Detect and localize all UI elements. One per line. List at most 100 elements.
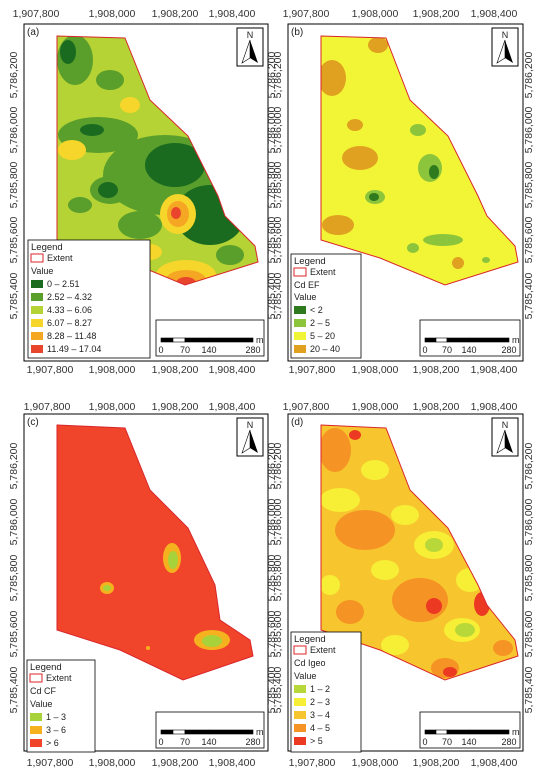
y-tick-left: 5,786,200 [272,51,284,98]
panel-a: (a) 1,907,800 1,908,000 1,908,200 1,908,… [8,8,278,376]
y-tick-right: 5,785,600 [523,610,535,657]
scale-unit: m [512,335,520,345]
x-tick-bottom: 1,907,800 [289,757,336,769]
legend-swatch [294,345,306,353]
legend-subtitle: Cd EF [294,280,320,290]
x-tick-bottom: 1,908,000 [352,364,399,376]
y-tick-right: 5,786,000 [266,106,278,153]
x-tick-bottom: 1,908,400 [209,364,256,376]
scale-bar: m 0 70 140 280 [155,711,265,749]
x-tick-bottom: 1,907,800 [289,364,336,376]
x-tick-top: 1,908,000 [352,401,399,413]
y-tick-left: 5,785,600 [8,610,20,657]
y-tick-right: 5,786,000 [523,106,535,153]
legend: Legend Extent Cd Igeo Value 1 – 2 2 – 3 … [290,631,362,753]
scale-tick-label: 280 [501,345,516,355]
north-label: N [502,420,509,430]
value-label: Value [294,671,316,681]
legend-swatch [30,713,42,721]
x-tick-top: 1,908,400 [471,401,518,413]
scale-tick-label: 0 [158,737,163,747]
value-label: Value [294,292,316,302]
scale-tick-label: 0 [422,737,427,747]
scale-tick-label: 70 [442,345,452,355]
scale-tick-label: 280 [501,737,516,747]
scale-tick-label: 70 [442,737,452,747]
x-tick-bottom: 1,908,000 [352,757,399,769]
x-tick-top: 1,908,000 [89,401,136,413]
scale-tick-label: 280 [245,737,260,747]
north-arrow: N [491,417,519,457]
scale-tick-label: 140 [201,345,216,355]
scale-bar: m 0 70 140 280 [419,319,521,357]
scale-tick-label: 70 [180,345,190,355]
legend-title: Legend [294,256,326,267]
y-tick-right: 5,785,800 [523,161,535,208]
x-tick-top: 1,908,200 [413,8,460,20]
x-tick-bottom: 1,908,000 [89,757,136,769]
value-label: Value [31,266,53,276]
legend-class-label: < 2 [310,305,323,315]
x-tick-bottom: 1,908,000 [89,364,136,376]
y-tick-right: 5,785,400 [266,272,278,319]
y-tick-left: 5,786,200 [272,442,284,489]
north-label: N [502,30,509,40]
legend-title: Legend [294,634,326,645]
y-tick-left: 5,785,800 [272,554,284,601]
x-tick-top: 1,908,400 [209,401,256,413]
legend-swatch [30,739,42,747]
legend-class-label: 1 – 2 [310,684,330,694]
y-tick-right: 5,785,400 [523,666,535,713]
x-tick-top: 1,908,200 [152,8,199,20]
legend-swatch [31,319,43,327]
y-tick-left: 5,786,000 [272,106,284,153]
y-tick-left: 5,785,800 [8,161,20,208]
x-tick-top: 1,908,200 [152,401,199,413]
y-tick-right: 5,785,400 [266,666,278,713]
x-tick-bottom: 1,908,400 [209,757,256,769]
legend-class-label: 20 – 40 [310,344,340,354]
y-tick-left: 5,785,800 [272,161,284,208]
x-tick-top: 1,908,400 [209,8,256,20]
north-arrow: N [236,417,264,457]
study-area-outline [320,424,519,681]
north-arrow: N [491,27,519,67]
y-tick-right: 5,786,000 [266,498,278,545]
scale-bar: m 0 70 140 280 [419,711,521,749]
legend-swatch [31,345,43,353]
legend-swatch [294,698,306,706]
north-arrow: N [236,27,264,67]
value-label: Value [30,699,52,709]
legend-class-label: > 5 [310,736,323,746]
legend-class-label: 1 – 3 [46,712,66,722]
x-tick-bottom: 1,907,800 [27,757,74,769]
y-tick-right: 5,785,800 [266,161,278,208]
legend: Legend Extent Cd CF Value 1 – 3 3 – 6 > … [26,659,96,753]
x-tick-top: 1,907,800 [283,401,330,413]
scale-tick-label: 140 [201,737,216,747]
x-tick-bottom: 1,908,200 [152,364,199,376]
extent-swatch [29,673,43,683]
y-tick-left: 5,785,600 [272,216,284,263]
y-tick-left: 5,786,200 [8,442,20,489]
legend-class-label: 3 – 4 [310,710,330,720]
panel-label: (d) [291,417,303,428]
y-tick-left: 5,786,000 [272,498,284,545]
legend-swatch [294,306,306,314]
legend-class-label: 3 – 6 [46,725,66,735]
north-label: N [247,420,254,430]
extent-swatch [30,253,44,263]
panel-b: (b) 1,907,800 1,908,000 1,908,200 1,908,… [272,8,535,376]
legend-swatch [30,726,42,734]
study-area-outline [320,35,519,286]
y-tick-right: 5,786,200 [266,442,278,489]
legend-class-label: 6.07 – 8.27 [47,318,92,328]
scale-unit: m [512,727,520,737]
x-tick-bottom: 1,908,400 [471,757,518,769]
legend-class-label: 4.33 – 6.06 [47,305,92,315]
legend-swatch [294,319,306,327]
y-tick-left: 5,785,400 [272,666,284,713]
panel-label: (b) [291,27,303,38]
legend-swatch [294,332,306,340]
